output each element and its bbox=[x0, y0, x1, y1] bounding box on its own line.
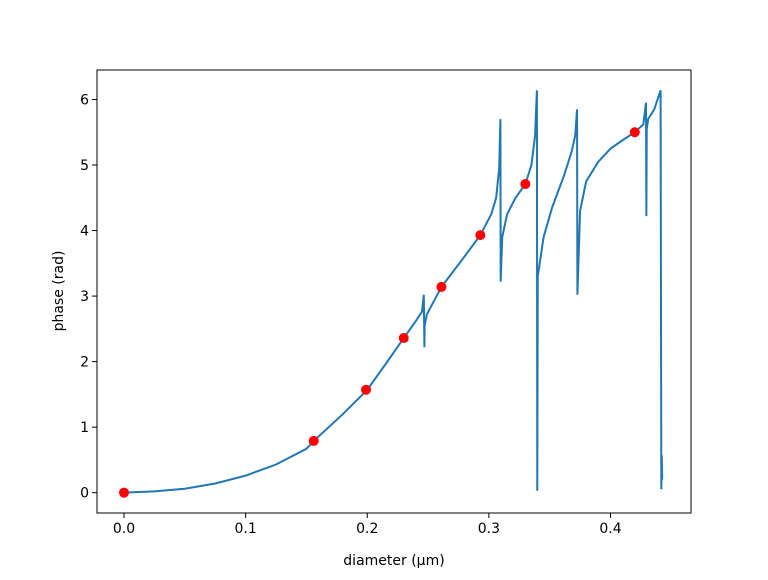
y-tick-label: 6 bbox=[80, 92, 89, 108]
y-tick-label: 4 bbox=[80, 224, 89, 240]
y-tick-label: 2 bbox=[80, 355, 89, 371]
y-tick-label: 5 bbox=[80, 158, 89, 174]
line bbox=[123, 90, 664, 494]
point bbox=[520, 179, 531, 190]
point bbox=[436, 281, 447, 292]
point bbox=[119, 487, 129, 498]
x-tick-label: 0.4 bbox=[599, 521, 621, 537]
y-axis-label: phase (rad) bbox=[51, 251, 67, 332]
y-tick-label: 1 bbox=[80, 420, 89, 436]
x-tick-label: 0.1 bbox=[234, 521, 256, 537]
point bbox=[398, 333, 409, 344]
x-tick-label: 0.2 bbox=[356, 521, 378, 537]
point bbox=[629, 127, 640, 138]
point bbox=[308, 435, 319, 446]
x-axis-label: diameter (μm) bbox=[343, 553, 444, 569]
y-tick-label: 3 bbox=[80, 289, 89, 305]
plot-frame bbox=[96, 69, 692, 514]
x-tick-label: 0.3 bbox=[478, 521, 500, 537]
x-tick-label: 0.0 bbox=[113, 521, 135, 537]
point bbox=[361, 384, 372, 395]
point bbox=[475, 230, 486, 241]
y-tick-label: 0 bbox=[80, 486, 89, 502]
